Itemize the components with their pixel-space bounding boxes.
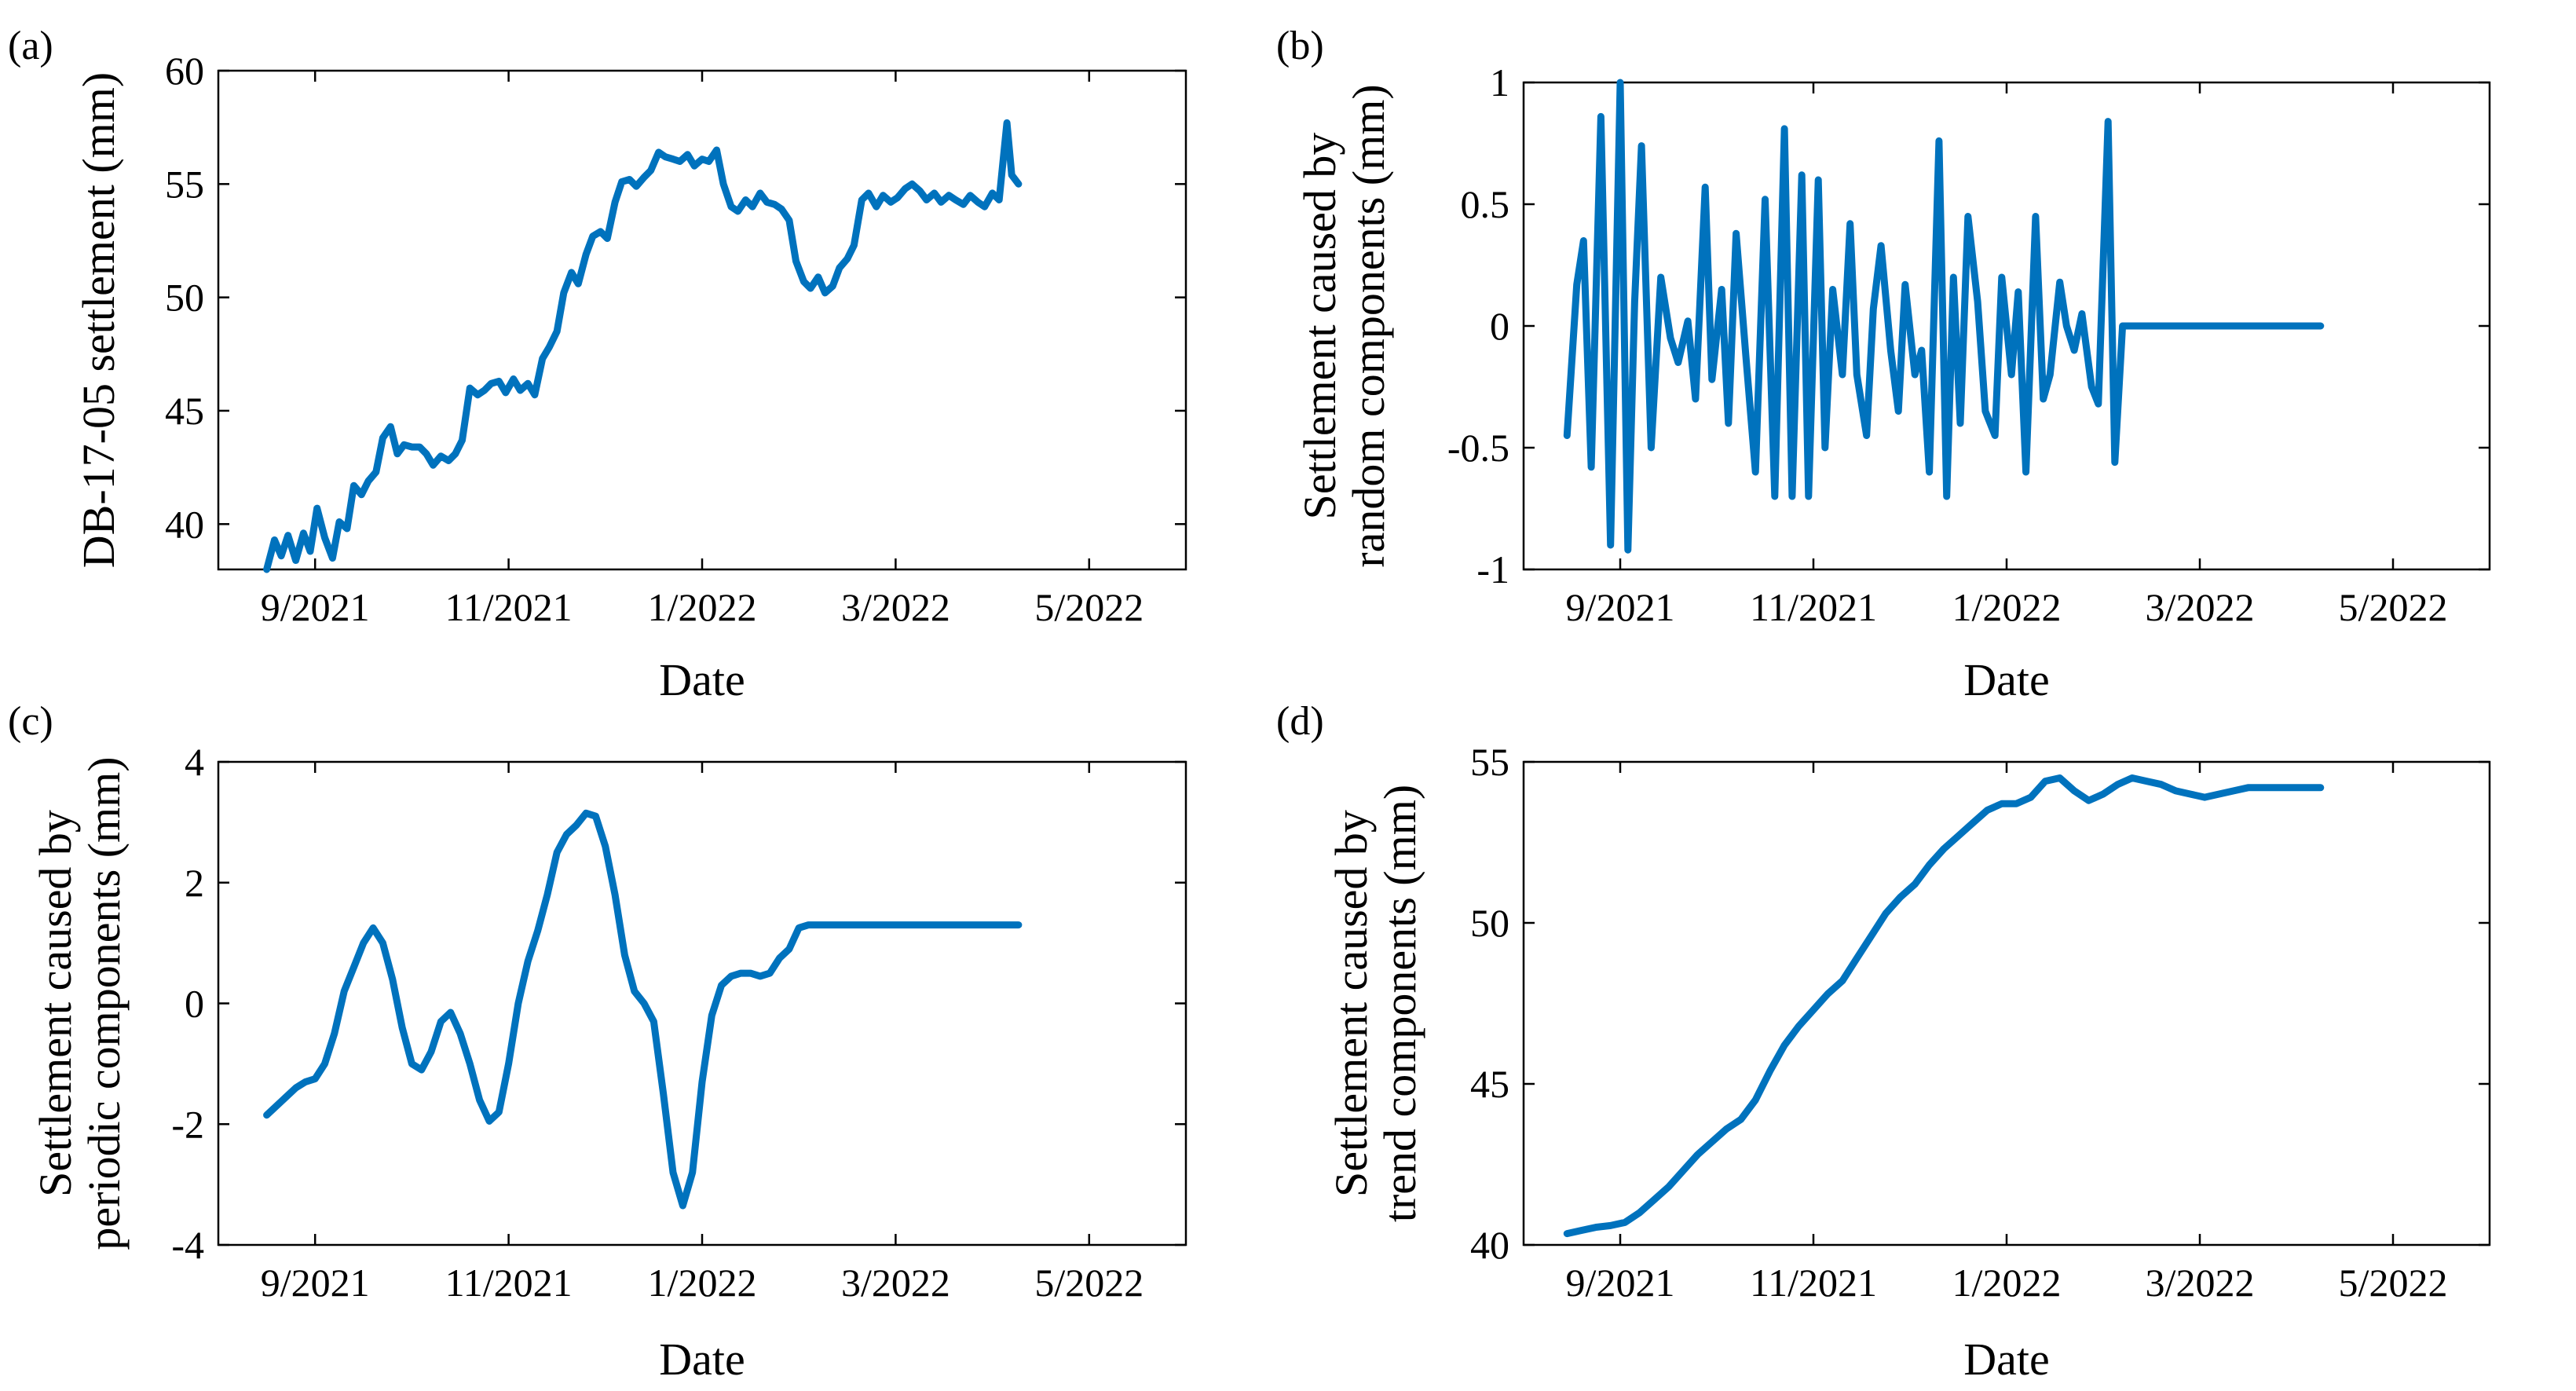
x-tick-label: 11/2021 <box>1750 585 1877 629</box>
x-tick-label: 11/2021 <box>1750 1261 1877 1305</box>
x-tick-label: 3/2022 <box>841 585 950 629</box>
y-axis-label: Settlement caused by <box>1326 810 1377 1197</box>
x-tick-label: 5/2022 <box>2339 585 2448 629</box>
y-tick-label: 2 <box>185 861 204 905</box>
y-axis-label: Settlement caused by <box>30 810 81 1197</box>
x-tick-label: 3/2022 <box>2146 1261 2255 1305</box>
y-axis-label: DB-17-05 settlement (mm) <box>73 72 124 568</box>
x-tick-label: 3/2022 <box>2146 585 2255 629</box>
x-tick-label: 3/2022 <box>841 1261 950 1305</box>
x-tick-label: 9/2021 <box>261 1261 370 1305</box>
x-axis-label: Date <box>659 1334 745 1385</box>
axes-box <box>217 760 1187 1246</box>
x-axis-label: Date <box>1963 654 2050 705</box>
axes-box <box>1522 760 2491 1246</box>
y-tick-label: -1 <box>1476 547 1509 591</box>
y-tick-label: 55 <box>1470 740 1509 784</box>
x-tick-label: 5/2022 <box>1034 1261 1143 1305</box>
y-tick-label: 55 <box>165 162 204 206</box>
y-tick-label: 40 <box>165 502 204 546</box>
y-tick-label: -2 <box>171 1102 204 1146</box>
y-tick-label: 50 <box>165 276 204 320</box>
x-tick-label: 5/2022 <box>2339 1261 2448 1305</box>
x-axis-label: Date <box>1963 1334 2050 1385</box>
y-tick-label: 45 <box>165 389 204 433</box>
y-tick-label: 0.5 <box>1461 182 1510 226</box>
y-axis-label: random components (mm) <box>1343 84 1394 567</box>
x-tick-label: 9/2021 <box>1566 585 1675 629</box>
y-tick-label: 60 <box>165 49 204 93</box>
x-tick-label: 11/2021 <box>445 585 573 629</box>
y-axis-label: periodic components (mm) <box>79 756 130 1250</box>
series-line <box>1563 774 2325 1238</box>
x-tick-label: 9/2021 <box>1566 1261 1675 1305</box>
y-tick-label: 45 <box>1470 1062 1509 1106</box>
x-tick-label: 1/2022 <box>1952 585 2062 629</box>
series-line <box>263 119 1023 573</box>
y-tick-label: -4 <box>171 1223 204 1267</box>
y-tick-label: 50 <box>1470 901 1509 945</box>
y-tick-label: 0 <box>1490 304 1509 348</box>
series-line <box>1563 79 2325 554</box>
panel-d: (d) 9/2021 11/2021 1/2022 3/2022 5/2022 40 45 50… <box>1276 699 2491 1385</box>
panel-label: (c) <box>8 699 53 744</box>
y-tick-label: 40 <box>1470 1223 1509 1267</box>
x-tick-label: 1/2022 <box>648 1261 757 1305</box>
y-tick-label: 0 <box>185 982 204 1026</box>
y-tick-label: -0.5 <box>1447 426 1509 470</box>
x-tick-label: 1/2022 <box>648 585 757 629</box>
x-axis-label: Date <box>659 654 745 705</box>
x-tick-label: 11/2021 <box>445 1261 573 1305</box>
x-tick-label: 9/2021 <box>261 585 370 629</box>
x-tick-label: 1/2022 <box>1952 1261 2062 1305</box>
panel-label: (d) <box>1276 699 1324 744</box>
panel-label: (b) <box>1276 24 1324 68</box>
panel-label: (a) <box>8 24 53 68</box>
series-line <box>263 809 1023 1210</box>
y-tick-label: 4 <box>185 740 204 784</box>
panel-c: (c) 9/2021 11/2021 1/2022 3/2022 5/2022 -4 -2 0 2… <box>8 699 1187 1385</box>
panel-a: (a) 9/2021 11/2021 1/2022 3/2022 5/2022 40 45 50… <box>8 24 1187 705</box>
y-tick-label: 1 <box>1490 60 1509 104</box>
x-tick-label: 5/2022 <box>1034 585 1143 629</box>
y-axis-label: Settlement caused by <box>1294 133 1345 520</box>
panel-b: (b) 9/2021 11/2021 1/2022 3/2022 5/2022 -1 -0.5… <box>1276 24 2491 705</box>
y-axis-label: trend components (mm) <box>1374 785 1425 1222</box>
